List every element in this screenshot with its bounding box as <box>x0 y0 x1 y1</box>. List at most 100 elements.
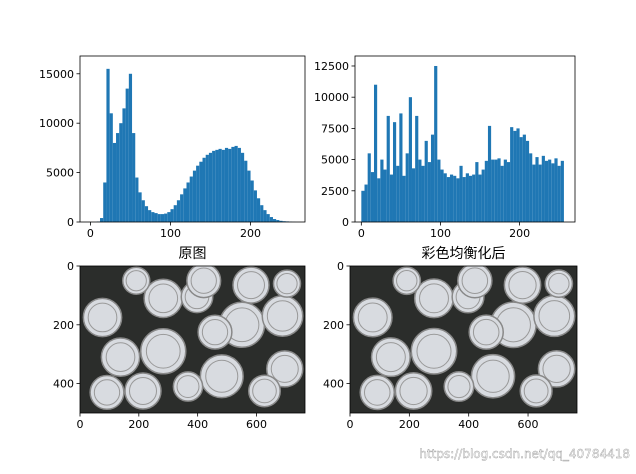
coin <box>457 266 493 299</box>
coin <box>140 328 187 375</box>
bar <box>560 160 564 222</box>
bar <box>263 210 267 222</box>
bar <box>551 163 555 222</box>
bar <box>192 170 197 222</box>
plot-area <box>96 68 296 222</box>
y-tick-label: 0 <box>337 260 344 273</box>
coin-rim <box>145 333 181 369</box>
coin <box>272 269 302 298</box>
bar <box>453 175 457 222</box>
bar <box>516 128 520 222</box>
bar <box>456 178 460 222</box>
coin <box>410 327 458 375</box>
bar <box>119 123 123 222</box>
bar <box>421 165 425 222</box>
coin-rim <box>375 342 406 373</box>
axes: 0 200 400 600 0 200 400 <box>53 260 306 431</box>
bar <box>510 127 514 222</box>
coin <box>533 294 576 338</box>
bar <box>128 73 133 222</box>
bar <box>221 149 225 222</box>
bar <box>170 209 174 222</box>
coin <box>537 349 576 388</box>
coin-rim <box>205 359 239 393</box>
plot-area <box>80 266 305 413</box>
coin <box>519 374 553 408</box>
bar <box>519 137 523 222</box>
coin <box>503 266 542 305</box>
bar <box>189 176 193 222</box>
bar <box>402 175 406 222</box>
coin-rim <box>176 375 200 399</box>
plot-area <box>361 65 564 222</box>
x-tick-label: 600 <box>246 418 267 431</box>
bar <box>440 169 444 222</box>
coin-rim <box>201 318 229 346</box>
bar <box>367 153 371 222</box>
coin-rim <box>190 267 217 294</box>
coin-rim <box>363 379 391 406</box>
bar <box>247 170 251 222</box>
bar <box>408 97 412 222</box>
coin-rim <box>270 354 299 383</box>
bar <box>173 205 177 222</box>
coin <box>359 374 396 411</box>
bar <box>389 174 393 222</box>
bar <box>491 159 495 222</box>
y-tick-label: 10000 <box>39 117 74 130</box>
x-tick-label: 400 <box>187 418 208 431</box>
coin <box>248 374 281 408</box>
coin-rim <box>476 359 510 393</box>
bar <box>468 175 473 222</box>
coin <box>100 337 141 378</box>
chart-title: 彩色均衡化后 <box>422 245 506 262</box>
bar <box>405 153 409 222</box>
coin-rim <box>508 270 537 300</box>
bar <box>224 147 229 222</box>
bar <box>548 159 552 222</box>
coin-rim <box>542 354 571 384</box>
coin <box>232 266 270 304</box>
bar <box>386 115 390 222</box>
bar <box>364 184 368 222</box>
bar <box>148 210 152 222</box>
coin <box>143 278 184 319</box>
bar <box>109 113 113 222</box>
coin <box>470 353 516 399</box>
bar <box>506 162 511 222</box>
bar <box>244 160 248 222</box>
bar <box>202 157 206 222</box>
bar <box>418 159 422 222</box>
coin-rim <box>105 342 136 372</box>
coin-rim <box>472 318 500 346</box>
bar <box>532 164 536 222</box>
bar <box>443 173 447 222</box>
bar <box>484 160 488 222</box>
bar <box>529 153 533 222</box>
bar <box>256 198 261 222</box>
coin <box>266 350 304 388</box>
axes-frame <box>354 55 576 223</box>
bar <box>135 177 139 222</box>
bar <box>205 154 209 222</box>
bar <box>462 177 466 222</box>
coin-rim <box>461 267 489 294</box>
coin-rim <box>237 271 265 300</box>
bar <box>503 159 507 222</box>
bar <box>513 130 517 222</box>
bar <box>240 152 245 222</box>
x-tick-label: 200 <box>399 418 420 431</box>
coin-rim <box>87 302 118 333</box>
y-tick-label: 400 <box>323 378 344 391</box>
bar <box>427 162 431 222</box>
bar <box>151 212 155 222</box>
bar <box>430 134 435 222</box>
coin-rim <box>419 283 449 314</box>
bar <box>279 220 283 222</box>
bar <box>112 142 117 222</box>
bar <box>446 177 450 222</box>
y-tick-label: 10000 <box>314 91 349 104</box>
coin-rim <box>416 333 452 369</box>
coin <box>124 372 162 410</box>
y-tick-label: 15000 <box>39 68 74 81</box>
